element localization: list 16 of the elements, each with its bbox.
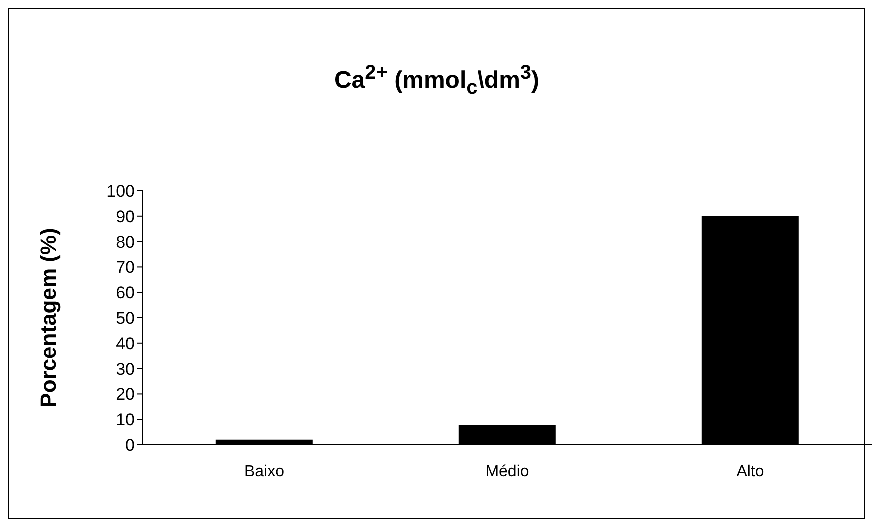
y-tick-label: 30 — [116, 360, 135, 379]
y-tick-label: 0 — [126, 436, 135, 456]
chart-title: Ca$^{2+}$ (mmol$_{c}$\dm$^{3}$) — [333, 62, 541, 100]
x-tick-label: Alto — [736, 463, 764, 480]
y-tick-label: 60 — [116, 284, 135, 303]
y-axis-title: Porcentagem (%) — [36, 228, 61, 408]
y-tick-label: 50 — [116, 309, 135, 328]
x-tick-label: Baixo — [244, 463, 285, 480]
x-tick-label: Médio — [486, 463, 530, 480]
y-tick-label: 40 — [116, 334, 135, 354]
y-tick-label: 20 — [116, 385, 135, 404]
y-tick-label: 70 — [116, 258, 135, 278]
y-tick-label: 10 — [116, 410, 135, 430]
y-tick-label: 80 — [116, 232, 135, 252]
y-tick-label: 90 — [116, 207, 135, 226]
y-tick-label: 100 — [106, 182, 135, 202]
